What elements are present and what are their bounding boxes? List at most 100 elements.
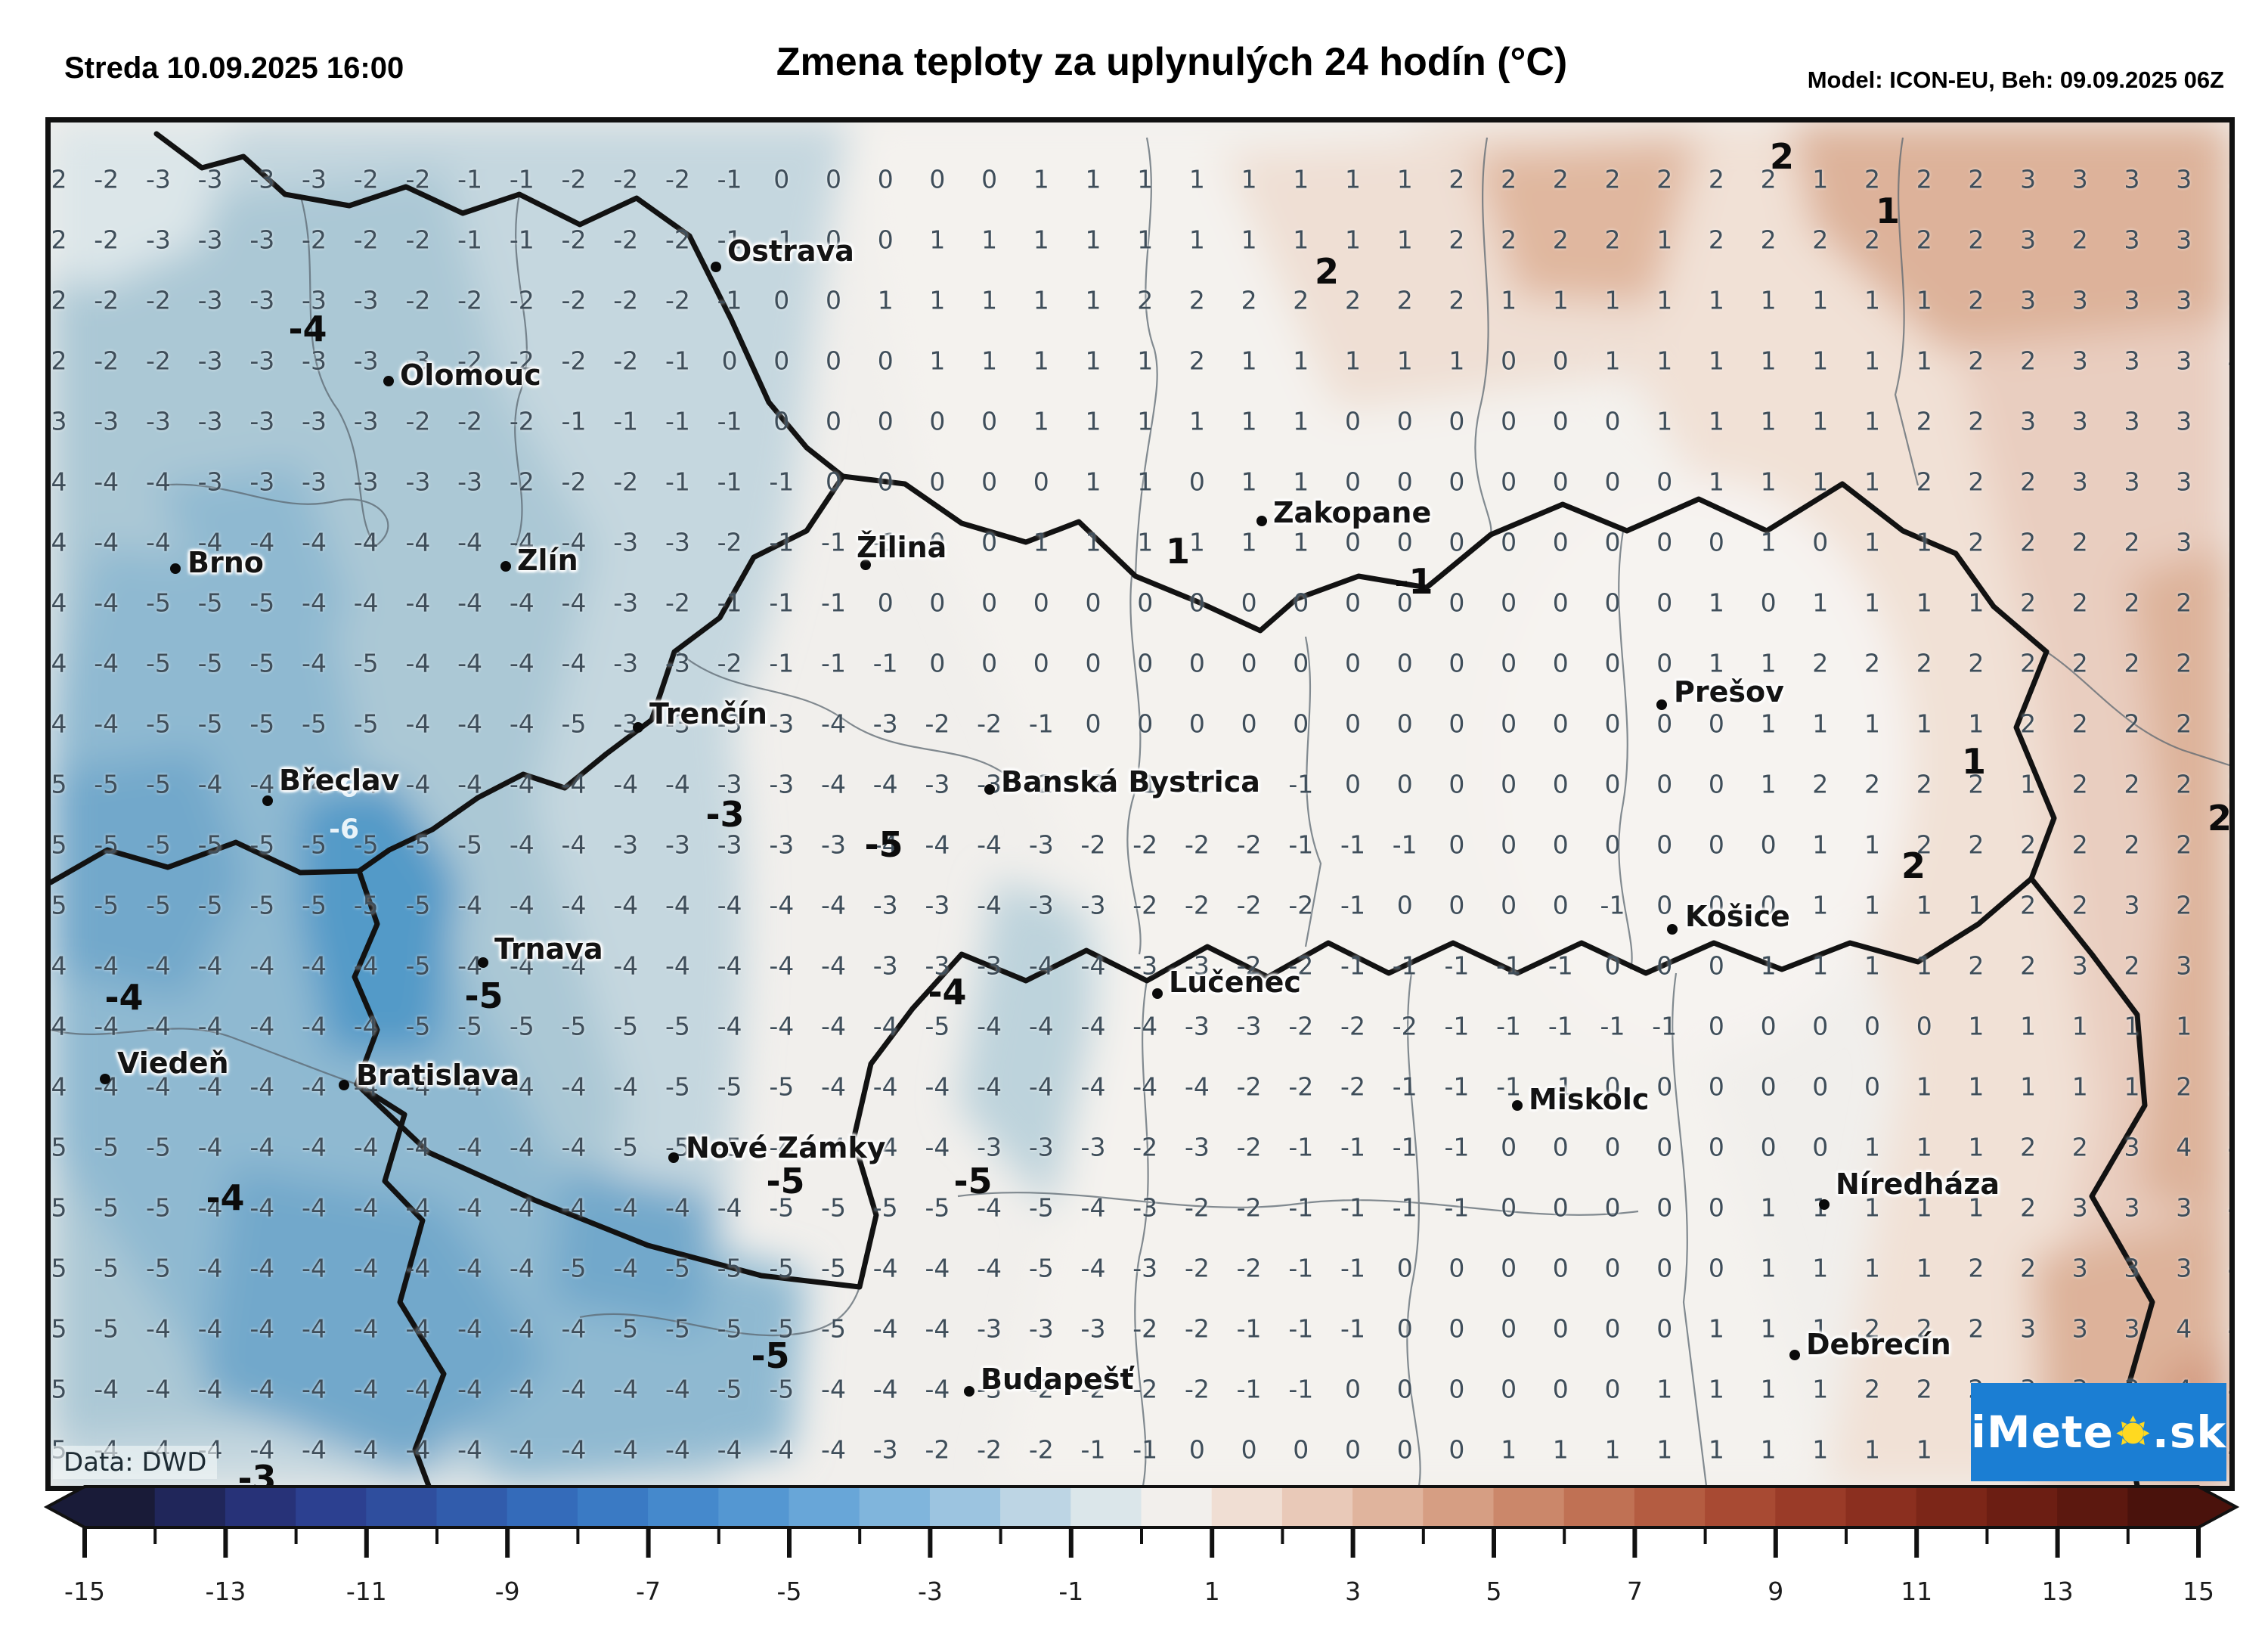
grid-value: 0 [877,467,894,497]
grid-value: 2 [1968,467,1984,497]
grid-value: -1 [1028,709,1054,739]
grid-value: -4 [509,890,534,920]
city-label: Zakopane [1273,496,1432,529]
grid-value: -2 [925,709,950,739]
grid-value: -1 [769,588,795,618]
grid-value: -4 [405,1132,431,1162]
grid-value: 2 [1864,225,1880,255]
grid-value: -4 [872,1253,898,1283]
grid-value: -3 [249,285,275,315]
grid-value: 1 [1137,467,1154,497]
logo-text-post: .sk [2152,1406,2226,1458]
grid-value: -4 [613,890,639,920]
grid-value: 3 [2176,950,2192,981]
grid-value: 1 [1760,1374,1777,1404]
grid-value: 0 [1864,1011,1880,1041]
grid-value: 0 [1241,769,1257,799]
grid-value: -2 [665,588,690,618]
grid-value: 2 [2228,1072,2229,1102]
grid-value: 1 [1708,406,1724,436]
grid-value: 2 [2020,527,2037,557]
colorbar-segment [1986,1487,2059,1527]
grid-value: -3 [1080,1132,1106,1162]
grid-value: 3 [2228,830,2229,860]
grid-value: -2 [561,346,587,376]
grid-value: -5 [509,1011,534,1041]
grid-value: 0 [1137,588,1154,618]
grid-value: -5 [197,709,223,739]
grid-value: 0 [877,346,894,376]
extreme-value-annotation: 1 [1165,531,1191,572]
grid-value: -5 [51,1313,67,1344]
grid-value: -3 [197,406,223,436]
grid-value: -1 [769,467,795,497]
grid-value: -1 [1340,1192,1365,1223]
grid-value: 1 [1864,1253,1880,1283]
grid-value: -4 [302,648,327,678]
grid-value: 0 [1656,1192,1673,1223]
city-marker [633,722,643,733]
grid-value: 0 [826,225,841,255]
grid-value: -5 [769,1071,795,1102]
grid-value: 2 [1864,1313,1880,1344]
colorbar-segment [2127,1487,2199,1527]
grid-value: -3 [613,588,639,618]
grid-value: -1 [1288,769,1314,799]
grid-value: -4 [872,1132,898,1162]
grid-value: 0 [1760,1071,1777,1102]
grid-value: -1 [1600,890,1625,920]
grid-value: -2 [665,225,690,255]
grid-value: 0 [1552,588,1569,618]
grid-value: 3 [2124,1132,2140,1162]
grid-value: -2 [1184,829,1210,860]
grid-value: 2 [1552,164,1569,194]
city-marker [1667,924,1678,935]
grid-value: 1 [1137,164,1154,194]
grid-value: -2 [561,467,587,497]
grid-value: 0 [981,588,998,618]
grid-value: -5 [405,829,431,860]
grid-value: 1 [1968,1132,1984,1162]
grid-value: -3 [925,769,950,799]
grid-value: 1 [1293,164,1309,194]
grid-value: -4 [821,1374,846,1404]
grid-value: -5 [353,890,379,920]
imeteo-logo[interactable]: iMete .sk [1971,1383,2226,1481]
grid-value: 1 [1812,829,1829,860]
grid-value: -5 [302,829,327,860]
grid-value: 1 [1293,346,1309,376]
grid-value: 1 [1708,346,1724,376]
city-marker [100,1074,110,1084]
grid-value: 1 [1708,285,1724,315]
grid-value: -3 [1132,1192,1158,1223]
grid-value: -5 [405,1011,431,1041]
grid-value: 0 [1501,769,1517,799]
grid-value: 0 [1293,588,1309,618]
grid-value: 0 [721,346,738,376]
grid-value: 0 [1708,890,1724,920]
grid-value: -2 [665,164,690,194]
grid-value: -5 [872,1192,898,1223]
grid-value: -3 [613,829,639,860]
grid-value: -2 [717,648,742,678]
grid-value: -3 [717,769,742,799]
grid-value: 2 [1968,225,1984,255]
grid-value: -3 [302,346,327,376]
grid-value: 0 [1812,527,1829,557]
grid-value: 0 [826,285,841,315]
grid-value: -3 [665,648,690,678]
city-marker [1656,699,1667,710]
grid-value: -2 [613,346,639,376]
grid-value: 1 [2124,1071,2140,1102]
grid-value: -1 [717,225,742,255]
grid-value: 2 [1293,285,1309,315]
grid-value: -3 [1028,890,1054,920]
grid-value: 1 [1241,225,1257,255]
colorbar-segment [1634,1487,1706,1527]
grid-value: 2 [2124,527,2140,557]
grid-value: 1 [1708,588,1724,618]
grid-value: -4 [457,769,483,799]
city-marker [668,1152,679,1163]
grid-value: -4 [51,1071,67,1102]
grid-value: 1 [1188,225,1205,255]
